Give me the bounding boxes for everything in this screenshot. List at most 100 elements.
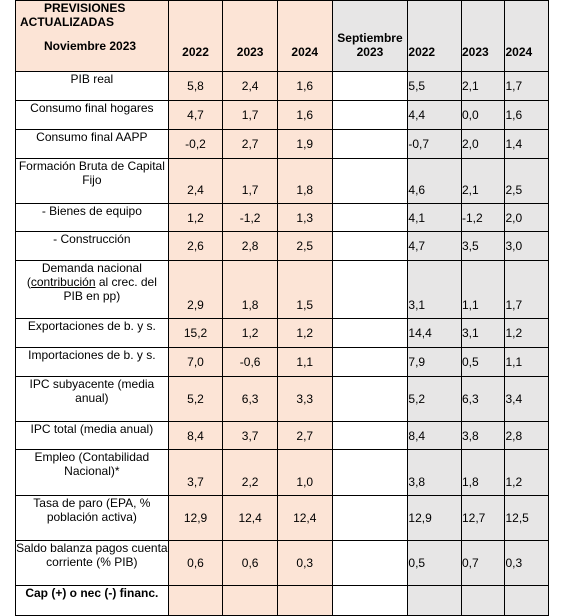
row-label: Consumo final AAPP — [15, 129, 169, 159]
sep-value-cell: -0,7 — [407, 129, 462, 159]
spacer-cell — [331, 495, 409, 541]
spacer-cell — [331, 318, 409, 348]
value-cell: 2,8 — [222, 231, 278, 261]
table-row: Importaciones de b. y s. 7,0 -0,6 1,1 7,… — [15, 347, 549, 377]
spacer-cell — [331, 540, 409, 586]
row-label: IPC subyacente (media anual) — [15, 376, 169, 422]
value-cell: 2,7 — [222, 129, 278, 159]
row-label: IPC total (media anual) — [15, 421, 169, 450]
row-label-underlined: contribución — [30, 275, 96, 289]
sep-value-cell: 0,5 — [407, 540, 462, 586]
sep-value-cell: 12,9 — [407, 495, 462, 541]
spacer-cell — [331, 449, 409, 496]
value-cell: 1,7 — [222, 158, 278, 204]
header-sep-year: 2024 — [504, 0, 549, 72]
header-year: 2023 — [222, 0, 278, 72]
sep-value-cell: 0,3 — [504, 540, 549, 586]
value-cell: 2,5 — [276, 231, 333, 261]
sep-value-cell: 14,4 — [407, 318, 462, 348]
value-cell: 1,7 — [222, 100, 278, 130]
value-cell: 0,3 — [276, 540, 333, 586]
value-cell — [222, 585, 278, 616]
spacer-cell — [331, 203, 409, 232]
table-row: - Bienes de equipo 1,2 -1,2 1,3 4,1 -1,2… — [15, 203, 549, 232]
value-cell: 1,5 — [276, 260, 333, 319]
value-cell: 4,7 — [167, 100, 224, 130]
value-cell: -1,2 — [222, 203, 278, 232]
sep-value-cell: 3,8 — [407, 449, 462, 496]
header-september-line2: 2023 — [356, 45, 384, 59]
header-sep-year: 2022 — [407, 0, 462, 72]
value-cell: 3,7 — [167, 449, 224, 496]
sep-value-cell: 1,2 — [504, 449, 549, 496]
header-september-line1: Septiembre — [337, 31, 403, 45]
value-cell: 0,6 — [167, 540, 224, 586]
sep-value-cell: 2,1 — [460, 71, 506, 101]
value-cell: 2,7 — [276, 421, 333, 450]
row-label-part: al crec. del PIB en pp) — [63, 275, 157, 303]
sep-value-cell: 4,7 — [407, 231, 462, 261]
row-label: Importaciones de b. y s. — [15, 347, 169, 377]
header-september-cell: Septiembre 2023 — [331, 0, 409, 72]
value-cell: 1,1 — [276, 347, 333, 377]
sep-value-cell — [504, 585, 549, 616]
header-title-date: Noviembre 2023 — [44, 39, 137, 53]
value-cell — [276, 585, 333, 616]
value-cell: 7,0 — [167, 347, 224, 377]
sep-value-cell: 1,4 — [504, 129, 549, 159]
header-title-line1: PREVISIONES — [44, 1, 126, 16]
value-cell: 15,2 — [167, 318, 224, 348]
value-cell — [167, 585, 224, 616]
value-cell: 1,8 — [222, 260, 278, 319]
sep-value-cell: 1,7 — [504, 260, 549, 319]
sep-value-cell: 3,5 — [460, 231, 506, 261]
sep-value-cell: 1,8 — [460, 449, 506, 496]
table-row: Consumo final hogares 4,7 1,7 1,6 4,4 0,… — [15, 100, 549, 130]
sep-value-cell — [460, 585, 506, 616]
table-row: - Construcción 2,6 2,8 2,5 4,7 3,5 3,0 — [15, 231, 549, 261]
value-cell: 1,2 — [167, 203, 224, 232]
sep-value-cell: 12,7 — [460, 495, 506, 541]
sep-value-cell: 1,1 — [460, 260, 506, 319]
sep-value-cell: -1,2 — [460, 203, 506, 232]
spacer-cell — [331, 347, 409, 377]
table-row: Consumo final AAPP -0,2 2,7 1,9 -0,7 2,0… — [15, 129, 549, 159]
sep-value-cell: 3,4 — [504, 376, 549, 422]
table-row: IPC total (media anual) 8,4 3,7 2,7 8,4 … — [15, 421, 549, 450]
sep-value-cell: 6,3 — [460, 376, 506, 422]
value-cell: 1,3 — [276, 203, 333, 232]
value-cell: 8,4 — [167, 421, 224, 450]
value-cell: 1,0 — [276, 449, 333, 496]
spacer-cell — [331, 158, 409, 204]
row-label: - Construcción — [15, 231, 169, 261]
value-cell: 1,2 — [222, 318, 278, 348]
table-row: Formación Bruta de Capital Fijo 2,4 1,7 … — [15, 158, 549, 204]
sep-value-cell: 3,1 — [460, 318, 506, 348]
table-row: Demanda nacional (contribución al crec. d… — [15, 260, 549, 319]
value-cell: 1,6 — [276, 100, 333, 130]
sep-value-cell: 1,7 — [504, 71, 549, 101]
table-row: Tasa de paro (EPA, % población activa) 1… — [15, 495, 549, 541]
value-cell: 5,8 — [167, 71, 224, 101]
sep-value-cell: 5,5 — [407, 71, 462, 101]
header-title-line2: ACTUALIZADAS — [20, 15, 114, 29]
row-label: Consumo final hogares — [15, 100, 169, 130]
spacer-cell — [331, 129, 409, 159]
sep-value-cell: 5,2 — [407, 376, 462, 422]
spacer-cell — [331, 100, 409, 130]
header-title-cell: PREVISIONES ACTUALIZADAS Noviembre 2023 — [15, 0, 169, 72]
sep-value-cell: 2,5 — [504, 158, 549, 204]
table-row: PIB real 5,8 2,4 1,6 5,5 2,1 1,7 — [15, 71, 549, 101]
spacer-cell — [331, 421, 409, 450]
value-cell: 12,9 — [167, 495, 224, 541]
spacer-cell — [331, 260, 409, 319]
value-cell: 12,4 — [276, 495, 333, 541]
value-cell: 3,3 — [276, 376, 333, 422]
row-label: PIB real — [15, 71, 169, 101]
sep-value-cell: 4,6 — [407, 158, 462, 204]
value-cell: 2,9 — [167, 260, 224, 319]
value-cell: 6,3 — [222, 376, 278, 422]
sep-value-cell: 1,1 — [504, 347, 549, 377]
sep-value-cell: 0,0 — [460, 100, 506, 130]
value-cell: 2,6 — [167, 231, 224, 261]
